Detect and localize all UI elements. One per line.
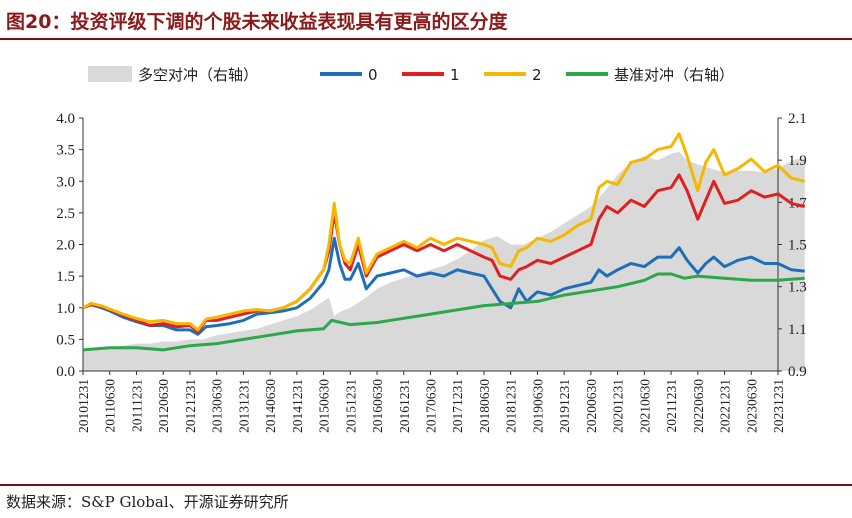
x-tick-label: 20180630 [477,379,492,433]
right-tick-label: 0.9 [788,364,807,380]
x-tick-label: 20160630 [370,379,385,433]
x-tick-label: 20191231 [557,379,572,433]
legend-label-3: 2 [532,66,542,84]
x-tick-label: 20141231 [290,379,305,433]
right-tick-label: 1.1 [788,322,807,338]
x-tick-label: 20150630 [317,379,332,433]
left-tick-label: 3.0 [56,174,75,190]
x-tick-label: 20101231 [76,379,91,433]
right-tick-label: 1.5 [788,238,807,254]
x-tick-label: 20220630 [691,379,706,433]
x-tick-label: 20200630 [584,379,599,433]
left-tick-label: 1.0 [56,301,75,317]
source-note: 数据来源：S&P Global、开源证券研究所 [6,493,289,511]
left-tick-label: 4.0 [56,111,75,127]
x-tick-label: 20170630 [424,379,439,433]
left-tick-label: 2.0 [56,238,75,254]
x-tick-label: 20130630 [210,379,225,433]
x-tick-label: 20121231 [183,379,198,433]
series-line-4 [82,272,805,352]
x-tick-label: 20161231 [397,379,412,433]
legend-label-4: 基准对冲（右轴） [614,66,734,84]
x-tick-label: 20231231 [771,379,786,433]
title-bar [0,0,852,40]
x-tick-label: 20190630 [530,379,545,433]
x-tick-label: 20110630 [103,379,118,433]
x-tick-label: 20230630 [744,379,759,433]
x-tick-label: 20120630 [156,379,171,433]
right-tick-label: 1.9 [788,153,807,169]
left-tick-label: 0.5 [56,332,75,348]
left-tick-label: 2.5 [56,206,75,222]
left-tick-label: 0.0 [56,364,75,380]
source-bar [0,484,852,518]
right-tick-label: 1.3 [788,280,807,296]
series-line-1 [82,236,805,336]
x-tick-label: 20171231 [450,379,465,433]
x-tick-label: 20140630 [263,379,278,433]
x-tick-label: 20151231 [343,379,358,433]
left-tick-label: 1.5 [56,269,75,285]
x-tick-label: 20211231 [664,379,679,433]
legend-label-1: 0 [368,66,378,84]
legend-swatch-0 [88,66,132,82]
legend-label-0: 多空对冲（右轴） [138,66,258,84]
series-line-3 [82,132,806,332]
legend: 多空对冲（右轴） 0 1 2 基准对冲（右轴） [88,66,734,84]
legend-label-2: 1 [450,66,460,84]
x-tick-label: 20131231 [236,379,251,433]
x-tick-label: 20111231 [129,379,144,432]
x-tick-label: 20221231 [718,379,733,433]
x-tick-label: 20201231 [611,379,626,433]
figure-title: 图20：投资评级下调的个股未来收益表现具有更高的区分度 [6,11,508,33]
x-tick-label: 20210630 [637,379,652,433]
x-tick-label: 20181231 [504,379,519,433]
left-tick-label: 3.5 [56,143,75,159]
chart: 0.0 0.5 1.0 1.5 2.0 2.5 3.0 3.5 4.0 0.9 1.1 1.3 1.5 1… [56,66,807,433]
right-tick-label: 2.1 [788,111,807,127]
